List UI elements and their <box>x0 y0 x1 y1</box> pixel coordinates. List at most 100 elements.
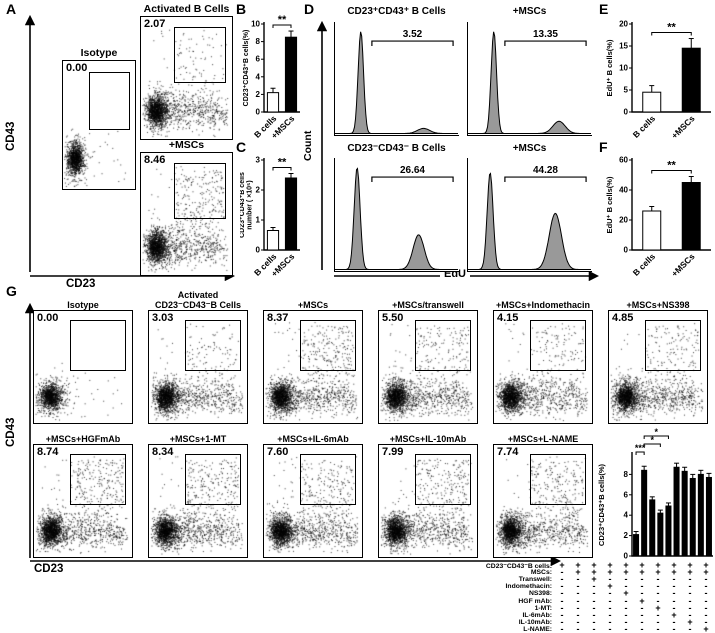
flow-plot-plus-mscs-hgfmab: 8.74 <box>33 444 133 558</box>
svg-text:0: 0 <box>624 108 629 117</box>
condition-cell: - <box>560 581 564 592</box>
condition-cell: - <box>576 581 580 592</box>
svg-text:0: 0 <box>624 552 629 560</box>
panel-d-label: D <box>304 1 315 17</box>
gate-region <box>530 320 586 371</box>
svg-text:B cells: B cells <box>631 113 658 140</box>
condition-cell: - <box>688 595 692 606</box>
condition-cell: - <box>576 616 580 627</box>
gate-percentage: 5.50 <box>382 312 404 324</box>
condition-cell: - <box>672 581 676 592</box>
condition-cell: - <box>656 588 660 599</box>
condition-cell: - <box>592 602 596 613</box>
svg-text:4: 4 <box>624 511 629 520</box>
flow-plot-isotype: 0.00 <box>62 60 136 190</box>
svg-text:44.28: 44.28 <box>533 165 558 176</box>
svg-text:8: 8 <box>624 470 629 479</box>
flow-plot-plus-mscs-il6mab: 7.60 <box>263 444 363 558</box>
svg-text:***: *** <box>635 443 646 453</box>
condition-label: NS398: <box>528 590 552 598</box>
gate-region <box>530 454 586 505</box>
condition-cell: - <box>704 595 708 606</box>
bar-chart-cd23cd43-percent: CD23⁺CD43⁺B cells(%) 0 2 4 6 8 10 B cells +MSCs *… <box>240 10 302 141</box>
gate-percentage: 0.00 <box>66 62 88 74</box>
svg-text:5: 5 <box>624 86 629 95</box>
svg-text:60: 60 <box>619 156 628 165</box>
svg-text:0: 0 <box>256 108 261 117</box>
cd43-axis-label-a: CD43 <box>5 121 17 151</box>
flow-plot-title: +MSCs+1-MT <box>169 433 227 444</box>
svg-text:**: ** <box>278 14 287 26</box>
svg-text:CD23⁺CD43⁺B cells(%): CD23⁺CD43⁺B cells(%) <box>597 463 606 546</box>
flow-plot-plus-mscs: 8.37 <box>263 310 363 424</box>
condition-cell: - <box>624 595 628 606</box>
flow-plot-plus-mscs-lname: 7.74 <box>493 444 593 558</box>
svg-text:26.64: 26.64 <box>400 165 425 176</box>
flow-plot-activated-b-cells: 2.07 <box>140 16 233 140</box>
svg-text:0: 0 <box>624 246 629 255</box>
condition-cell: - <box>576 602 580 613</box>
condition-cell: - <box>608 595 612 606</box>
scatter-dots <box>494 445 591 556</box>
gate-percentage: 8.74 <box>37 446 59 458</box>
condition-cell: - <box>704 602 708 613</box>
condition-cell: - <box>688 623 692 633</box>
condition-cell: + <box>671 567 677 578</box>
condition-cell: - <box>656 623 660 633</box>
condition-cell: - <box>704 609 708 620</box>
flow-plot-title: Isotype <box>67 299 99 310</box>
condition-cell: - <box>560 602 564 613</box>
condition-row: Indomethacin: - - - + - - - - - - <box>424 581 715 592</box>
condition-row: Transwell: - - + - - - - - - - <box>424 574 715 585</box>
gate-region <box>70 320 126 371</box>
condition-row: MSCs: - + + + + + + + + + <box>424 567 715 578</box>
svg-text:EdU⁺ B cells(%): EdU⁺ B cells(%) <box>605 39 614 96</box>
condition-cell: + <box>623 588 629 599</box>
condition-label: IL-6mAb: <box>522 611 552 619</box>
gate-percentage: 8.37 <box>267 312 289 324</box>
condition-cell: - <box>624 581 628 592</box>
panel-g-label: G <box>6 283 17 299</box>
gate-percentage: 4.85 <box>612 312 634 324</box>
condition-cell: - <box>656 595 660 606</box>
condition-cell: - <box>640 581 644 592</box>
flow-plot-title: +MSCs+Indomethacin <box>495 299 591 310</box>
svg-text:*: * <box>650 435 654 445</box>
flow-plot-title: +MSCs+IL-10mAb <box>389 433 467 444</box>
condition-cell: - <box>592 616 596 627</box>
gate-region <box>70 454 126 505</box>
flow-plot-plus-mscs-indomethacin: 4.15 <box>493 310 593 424</box>
bar-chart-edu-percent-cd23neg: EdU⁺ B cells(%) 0 20 40 60 B cells +MSCs ** <box>602 146 715 282</box>
condition-cell: - <box>576 623 580 633</box>
svg-text:*: * <box>655 428 659 437</box>
histogram-cd23neg-bcells: 26.64 <box>334 158 459 272</box>
gate-region <box>300 454 356 505</box>
condition-label: CD23⁻CD43⁻B cells: <box>485 562 552 570</box>
condition-cell: - <box>608 574 612 585</box>
scatter-dots <box>264 311 361 422</box>
condition-cell: - <box>608 602 612 613</box>
condition-row: IL-6mAb: - - - - - - - + - - <box>424 609 715 620</box>
gate-region <box>645 320 701 371</box>
scatter-dots <box>609 311 706 422</box>
gate-percentage: 7.74 <box>497 446 519 458</box>
condition-cell: - <box>672 574 676 585</box>
condition-cell: - <box>656 616 660 627</box>
flow-plot-title: +MSCs <box>297 299 329 310</box>
condition-cell: - <box>672 595 676 606</box>
flow-plot-title: +MSCs+HGFmAb <box>45 433 121 444</box>
flow-plot-title: +MSCs <box>168 139 205 152</box>
condition-cell: - <box>592 623 596 633</box>
histogram-cd23neg-mscs: 44.28 <box>467 158 592 272</box>
condition-label: MSCs: <box>530 569 552 577</box>
svg-text:**: ** <box>667 160 676 172</box>
condition-cell: - <box>608 623 612 633</box>
hist-title-cd23pos-mscs: +MSCs <box>512 6 547 17</box>
condition-cell: - <box>624 574 628 585</box>
condition-cell: - <box>688 588 692 599</box>
svg-text:EdU⁺ B cells(%): EdU⁺ B cells(%) <box>605 176 614 233</box>
panel-e-label: E <box>599 1 609 17</box>
condition-label: Indomethacin: <box>505 583 552 591</box>
condition-row: NS398: - - - - + - - - - - <box>424 588 715 599</box>
